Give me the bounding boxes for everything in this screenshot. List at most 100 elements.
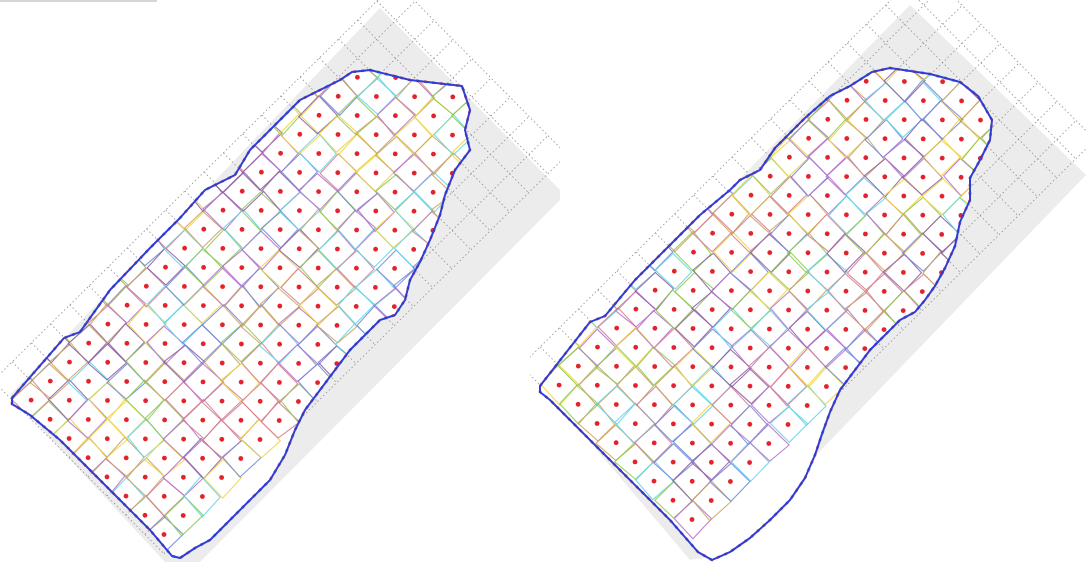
centroid-point [143,360,149,365]
centroid-point [161,493,167,499]
centroid-point [220,322,225,328]
centroid-point [595,344,600,350]
centroid-point [373,208,379,214]
centroid-point [747,383,753,389]
centroid-point [767,212,773,217]
centroid-point [201,265,207,270]
centroid-point [258,284,264,290]
centroid-point [412,132,417,138]
centroid-point [334,284,340,290]
outer-grid-line [530,0,892,358]
centroid-point [143,398,149,404]
centroid-point [354,113,360,118]
partition-cell [904,79,943,122]
centroid-point [902,79,907,84]
partition-cell [394,76,436,118]
centroid-point [143,436,148,442]
centroid-point [748,231,754,236]
outer-grid-line [11,0,416,401]
centroid-point [767,326,772,332]
outer-grid-line [0,0,379,375]
partition-cell [711,193,751,235]
centroid-point [200,379,206,385]
centroid-points [28,74,456,537]
centroid-point [296,361,301,366]
partition-cell [652,443,695,482]
partition-cell [709,462,751,502]
centroid-point [863,78,869,84]
partition-cell [634,271,675,311]
centroid-point [200,494,205,499]
partition-cell [654,252,693,290]
partition-cell [844,289,885,332]
centroid-point [162,455,167,461]
partition-cell [222,171,264,212]
centroid-point [651,440,657,446]
centroid-point [200,417,206,423]
centroid-point [124,417,129,423]
centroid-point [142,512,148,518]
centroid-point [594,382,600,388]
centroid-point [411,208,417,214]
centroid-point [430,189,436,195]
centroid-point [238,379,244,385]
outer-grid-line [144,135,549,535]
centroid-point [182,245,188,251]
centroid-point [843,250,849,256]
partition-cell [690,290,732,328]
partition-cell [730,173,771,217]
centroid-point [219,436,225,442]
centroid-point [67,359,72,365]
partition-cell [844,213,885,256]
centroid-point [47,416,53,422]
centroid-point [691,249,696,255]
centroid-point [315,342,321,347]
centroid-point [392,151,398,157]
centroid-point [671,383,676,389]
centroid-point [123,455,129,461]
centroid-point [575,363,581,369]
partition-cell [162,418,202,459]
centroid-point [728,364,734,370]
partition-cell [826,232,866,274]
centroid-point [748,269,753,274]
partition-cell [261,132,299,173]
centroid-point [690,326,696,331]
centroid-point [335,208,340,214]
centroid-point [882,136,888,142]
centroid-point [978,117,983,123]
centroid-point [652,325,658,331]
centroid-point [614,325,620,331]
centroid-point [901,155,907,161]
partition-cell [924,0,963,23]
centroid-point [882,174,888,180]
outer-grid-line [163,161,560,554]
centroid-point [824,307,830,313]
centroid-point [748,192,754,198]
centroid-point [709,307,715,312]
centroid-point [613,402,619,407]
centroid-point [66,397,72,403]
centroid-point [882,212,887,218]
partition-cell [844,177,888,216]
centroid-point [709,421,714,427]
partition-cell [433,113,470,156]
centroid-point [806,174,811,179]
centroid-point [220,207,226,213]
centroid-point [862,269,868,275]
centroid-point [182,284,187,289]
centroid-point [296,322,302,328]
centroid-point [297,208,302,214]
centroid-point [747,421,753,427]
centroid-point [805,326,810,332]
centroid-point [613,440,619,446]
centroid-point [431,113,436,119]
partition-cell [430,152,470,195]
partition-cell [557,346,599,387]
partition-cell [240,382,281,422]
centroid-point [614,363,619,369]
centroid-point [633,383,638,388]
partition-cell [672,230,712,273]
partition-cell [904,0,944,6]
